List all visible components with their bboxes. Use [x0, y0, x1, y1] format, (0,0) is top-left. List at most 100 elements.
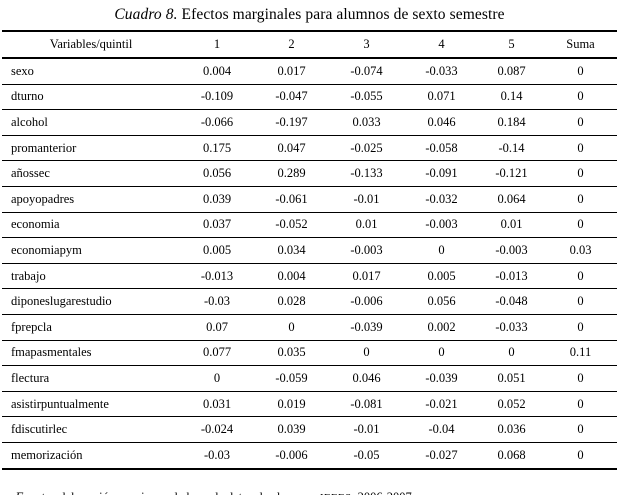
value-cell: -0.074 — [329, 58, 404, 85]
value-cell: -0.003 — [404, 212, 479, 239]
header-quintil-5: 5 — [479, 31, 544, 59]
variable-name-cell: añossec — [2, 160, 180, 187]
header-quintil-1: 1 — [180, 31, 254, 59]
value-cell: -0.013 — [479, 263, 544, 290]
value-cell: 0.052 — [479, 391, 544, 418]
value-cell: 0 — [544, 160, 617, 187]
value-cell: 0.01 — [329, 212, 404, 239]
table-row: fdiscutirlec -0.024 0.039 -0.01 -0.04 0.036 0 — [2, 416, 617, 443]
table-row: memorización -0.03 -0.006 -0.05 -0.027 0.068 0 — [2, 442, 617, 470]
value-cell: 0.056 — [180, 160, 254, 187]
value-cell: 0 — [329, 340, 404, 367]
value-cell: 0.01 — [479, 212, 544, 239]
caption-text: Efectos marginales para alumnos de sexto… — [177, 6, 505, 23]
value-cell: 0.051 — [479, 365, 544, 392]
table-body: sexo 0.004 0.017 -0.074 -0.033 0.087 0 dturno -0… — [2, 58, 617, 470]
value-cell: 0.07 — [180, 314, 254, 341]
value-cell: 0.047 — [254, 135, 329, 162]
value-cell: -0.048 — [479, 288, 544, 315]
variable-name-cell: fdiscutirlec — [2, 416, 180, 443]
value-cell: 0.14 — [479, 84, 544, 111]
variable-name-cell: memorización — [2, 442, 180, 470]
value-cell: 0.037 — [180, 212, 254, 239]
value-cell: 0 — [544, 442, 617, 470]
value-cell: -0.133 — [329, 160, 404, 187]
source-note: Fuente: elaboración propia con la base d… — [3, 475, 619, 495]
value-cell: -0.013 — [180, 263, 254, 290]
value-cell: 0.184 — [479, 109, 544, 136]
value-cell: 0.077 — [180, 340, 254, 367]
value-cell: 0 — [544, 109, 617, 136]
value-cell: -0.109 — [180, 84, 254, 111]
variable-name-cell: dturno — [2, 84, 180, 111]
value-cell: 0.11 — [544, 340, 617, 367]
value-cell: 0.039 — [254, 416, 329, 443]
header-quintil-2: 2 — [254, 31, 329, 59]
variable-name-cell: economia — [2, 212, 180, 239]
value-cell: 0.002 — [404, 314, 479, 341]
table-row: trabajo -0.013 0.004 0.017 0.005 -0.013 0 — [2, 263, 617, 290]
value-cell: 0 — [544, 84, 617, 111]
header-suma: Suma — [544, 31, 617, 59]
table-row: economia 0.037 -0.052 0.01 -0.003 0.01 0 — [2, 212, 617, 239]
marginal-effects-table: Variables/quintil 1 2 3 4 5 Suma sexo 0.0… — [2, 30, 617, 470]
value-cell: 0.017 — [329, 263, 404, 290]
value-cell: 0 — [544, 58, 617, 85]
variable-name-cell: asistirpuntualmente — [2, 391, 180, 418]
value-cell: 0 — [544, 135, 617, 162]
value-cell: -0.081 — [329, 391, 404, 418]
table-header: Variables/quintil 1 2 3 4 5 Suma — [2, 31, 617, 59]
value-cell: -0.197 — [254, 109, 329, 136]
table-row: alcohol -0.066 -0.197 0.033 0.046 0.184 0 — [2, 109, 617, 136]
value-cell: 0.005 — [404, 263, 479, 290]
table-row: añossec 0.056 0.289 -0.133 -0.091 -0.121 0 — [2, 160, 617, 187]
value-cell: 0.004 — [254, 263, 329, 290]
table-row: sexo 0.004 0.017 -0.074 -0.033 0.087 0 — [2, 58, 617, 85]
value-cell: 0.289 — [254, 160, 329, 187]
header-row: Variables/quintil 1 2 3 4 5 Suma — [2, 31, 617, 59]
value-cell: 0.034 — [254, 237, 329, 264]
value-cell: 0 — [544, 263, 617, 290]
value-cell: -0.032 — [404, 186, 479, 213]
value-cell: -0.033 — [479, 314, 544, 341]
value-cell: -0.091 — [404, 160, 479, 187]
value-cell: -0.03 — [180, 288, 254, 315]
table-caption: Cuadro 8. Efectos marginales para alumno… — [0, 0, 619, 30]
value-cell: -0.006 — [254, 442, 329, 470]
value-cell: -0.061 — [254, 186, 329, 213]
value-cell: -0.003 — [329, 237, 404, 264]
value-cell: 0.046 — [404, 109, 479, 136]
value-cell: 0 — [544, 365, 617, 392]
variable-name-cell: fmapasmentales — [2, 340, 180, 367]
variable-name-cell: fprepcla — [2, 314, 180, 341]
value-cell: -0.024 — [180, 416, 254, 443]
value-cell: -0.04 — [404, 416, 479, 443]
value-cell: 0.028 — [254, 288, 329, 315]
value-cell: 0 — [404, 340, 479, 367]
value-cell: 0 — [544, 314, 617, 341]
value-cell: -0.14 — [479, 135, 544, 162]
value-cell: -0.025 — [329, 135, 404, 162]
value-cell: 0.175 — [180, 135, 254, 162]
value-cell: 0.031 — [180, 391, 254, 418]
value-cell: 0.056 — [404, 288, 479, 315]
value-cell: -0.03 — [180, 442, 254, 470]
value-cell: 0.004 — [180, 58, 254, 85]
source-text-before: : elaboración propia con la base de dato… — [50, 490, 320, 495]
value-cell: 0.036 — [479, 416, 544, 443]
value-cell: 0 — [254, 314, 329, 341]
value-cell: -0.059 — [254, 365, 329, 392]
table-row: dturno -0.109 -0.047 -0.055 0.071 0.14 0 — [2, 84, 617, 111]
value-cell: 0.064 — [479, 186, 544, 213]
value-cell: 0 — [544, 416, 617, 443]
value-cell: 0.071 — [404, 84, 479, 111]
table-row: fmapasmentales 0.077 0.035 0 0 0 0.11 — [2, 340, 617, 367]
source-label: Fuente — [16, 490, 51, 495]
variable-name-cell: flectura — [2, 365, 180, 392]
table-row: apoyopadres 0.039 -0.061 -0.01 -0.032 0.064 0 — [2, 186, 617, 213]
variable-name-cell: economiapym — [2, 237, 180, 264]
variable-name-cell: alcohol — [2, 109, 180, 136]
variable-name-cell: promanterior — [2, 135, 180, 162]
value-cell: -0.006 — [329, 288, 404, 315]
value-cell: 0 — [180, 365, 254, 392]
